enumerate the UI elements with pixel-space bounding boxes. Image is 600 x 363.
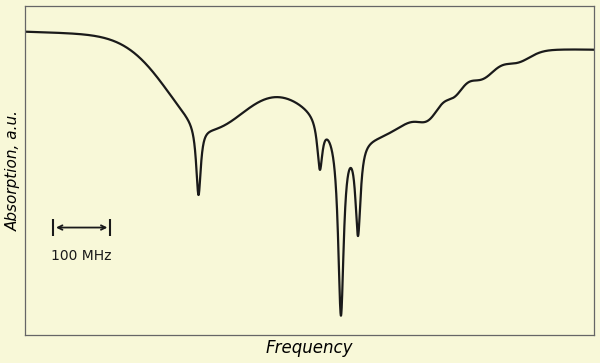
- Text: 100 MHz: 100 MHz: [52, 249, 112, 263]
- Y-axis label: Absorption, a.u.: Absorption, a.u.: [5, 110, 20, 231]
- X-axis label: Frequency: Frequency: [266, 339, 353, 358]
